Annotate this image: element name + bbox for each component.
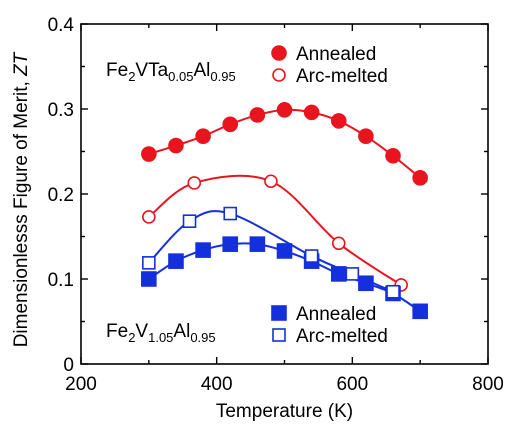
data-point-arc-melted [142,210,156,224]
legend-label: Annealed [296,44,376,65]
data-point-annealed [303,104,320,121]
data-point-annealed [141,271,157,287]
data-point-arc-melted [187,176,202,190]
fit-curve [148,108,421,179]
data-point-annealed [412,303,428,320]
data-point-annealed [276,243,293,259]
axis-ticks [80,23,489,365]
fit-curve [148,174,402,286]
data-point-annealed [249,236,266,252]
y-axis-title: Dimensionlesss Figure of Merit, ZT [11,51,32,347]
data-markers [141,102,428,320]
composition-label: Fe2​VTa0.05​Al0.95​ [106,60,236,84]
legend-label: Arc-melted [296,326,388,347]
composition-label: Fe2​V1.05​Al0.95​ [106,321,216,345]
y-tick-label: 0.1 [48,270,74,291]
y-axis-title-italic: ZT [11,51,32,77]
x-axis-title: Temperature (K) [216,401,353,422]
x-tick-label: 200 [65,374,97,395]
data-point-annealed [385,147,401,164]
data-point-arc-melted [386,284,400,299]
legend-label: Arc-melted [296,66,388,87]
axis-tick-labels: 200 400 600 800 0 0.1 0.2 0.3 0.4 [48,15,504,395]
data-point-annealed [330,266,347,282]
y-tick-label: 0.2 [48,185,74,206]
fit-curves [148,108,421,313]
data-point-annealed [195,128,211,144]
y-tick-label: 0.3 [48,100,74,121]
y-axis-title-main: Dimensionlesss Figure of Merit, [11,76,32,347]
data-point-annealed [358,128,374,144]
data-point-annealed [276,102,293,118]
data-point-annealed [412,170,428,186]
legend-marker [271,45,287,61]
data-point-arc-melted [304,249,319,263]
data-point-annealed [195,242,211,258]
legend-marker [272,328,286,342]
data-point-annealed [358,275,374,292]
data-point-arc-melted [264,174,278,189]
legend-label: Annealed [296,304,376,325]
data-point-arc-melted [345,267,360,281]
data-point-annealed [141,146,157,162]
data-point-annealed [330,113,347,129]
data-point-arc-melted [142,256,156,270]
data-point-annealed [168,253,184,269]
y-tick-label: 0 [63,355,74,376]
legend-marker [272,68,286,82]
x-tick-label: 600 [336,374,368,395]
data-point-annealed [222,116,239,133]
legends: AnnealedArc-meltedFe2​VTa0.05​Al0.95​Ann… [106,44,388,347]
data-point-arc-melted [331,236,346,251]
x-tick-label: 800 [472,374,504,395]
y-tick-label: 0.4 [48,15,75,36]
x-tick-label: 400 [201,374,233,395]
data-point-annealed [249,107,266,123]
data-point-annealed [168,137,184,154]
data-point-arc-melted [182,214,197,228]
data-point-arc-melted [223,206,238,221]
data-point-annealed [222,236,239,252]
legend-marker [271,305,287,321]
